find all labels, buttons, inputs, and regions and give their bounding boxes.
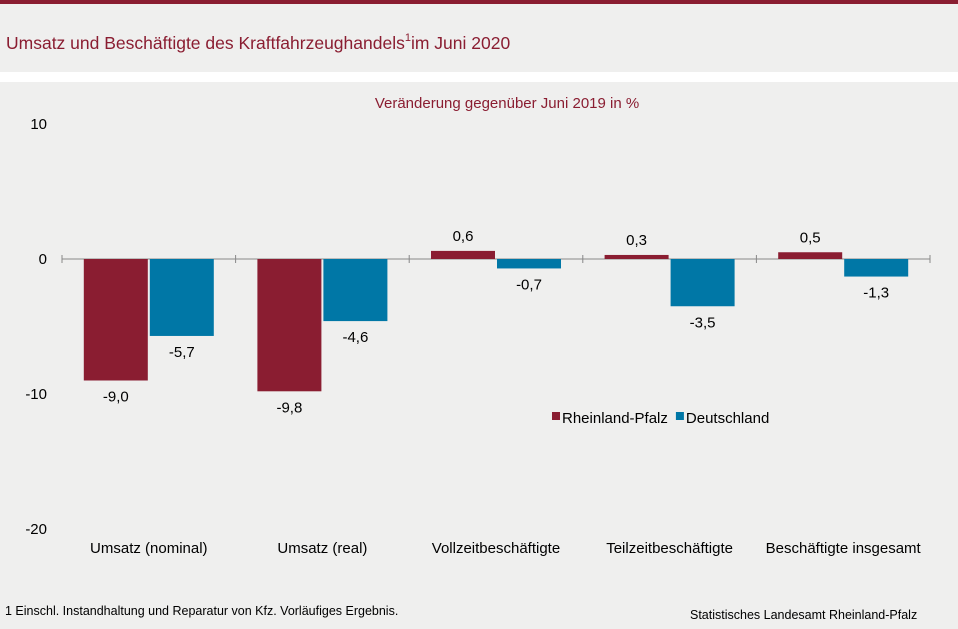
separator [0,72,958,82]
title-suffix: im Juni 2020 [410,33,511,53]
bar-rlp [257,259,322,392]
data-label: 0,3 [626,232,647,249]
category-label: Umsatz (real) [277,540,367,557]
title-text: Umsatz und Beschäftigte des Kraftfahrzeu… [6,33,405,53]
header: Umsatz und Beschäftigte des Kraftfahrzeu… [0,4,958,72]
legend-label: Rheinland-Pfalz [562,410,668,427]
bar-de [497,259,561,269]
bar-rlp [83,259,148,381]
bar-rlp [604,254,669,259]
category-label: Beschäftigte insgesamt [766,540,922,557]
y-tick-label: 10 [30,116,47,133]
data-label: -5,7 [169,344,195,361]
data-label: -4,6 [342,329,368,346]
bar-de [670,259,735,307]
data-label: 0,5 [800,229,821,246]
top-accent-bar [0,0,958,4]
footnote: 1 Einschl. Instandhaltung und Reparatur … [5,604,399,618]
y-tick-label: 0 [39,251,47,268]
category-label: Teilzeitbeschäftigte [606,540,733,557]
y-tick-label: -20 [25,521,47,538]
chart-title: Umsatz und Beschäftigte des Kraftfahrzeu… [6,32,511,54]
category-label: Umsatz (nominal) [90,540,208,557]
bars [83,250,909,392]
bar-de [149,259,214,336]
legend-swatch [675,412,684,420]
legend: Rheinland-Pfalz Deutschland [552,410,769,427]
data-label: 0,6 [453,228,474,245]
bar-rlp [431,250,495,259]
title-footnote-mark: 1 [404,32,411,44]
data-label: -9,8 [276,399,302,416]
bar-de [323,259,388,322]
bar-rlp [778,252,843,259]
data-label: -0,7 [516,276,542,293]
data-labels: -9,0 -5,7 -9,8 -4,6 0,6 -0,7 0,3 -3,5 0,5 -1,3 [103,228,889,416]
data-label: -9,0 [103,389,129,406]
bar-de [844,259,909,277]
chart-panel [0,82,958,629]
y-tick-label: -10 [25,386,47,403]
legend-label: Deutschland [686,410,769,427]
data-label: -3,5 [690,314,716,331]
data-label: -1,3 [863,285,889,302]
legend-swatch [552,412,560,420]
category-labels: Umsatz (nominal) Umsatz (real) Vollzeitbes… [90,540,922,557]
source-credit: Statistisches Landesamt Rheinland-Pfalz [690,608,918,622]
category-label: Vollzeitbeschäftigte [432,540,560,557]
chart-subtitle: Veränderung gegenüber Juni 2019 in % [375,95,639,112]
